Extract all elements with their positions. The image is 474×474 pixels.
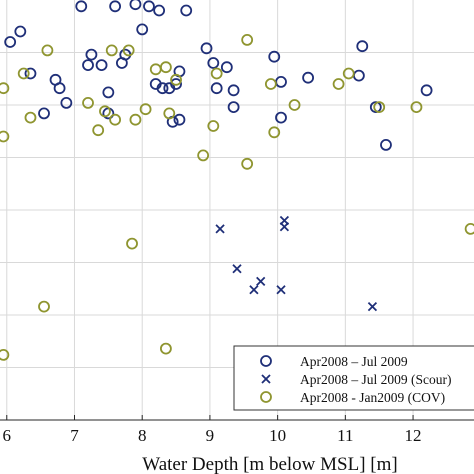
scatter-point-circle-series-3 bbox=[17, 67, 30, 80]
scatter-point-circle-series-1 bbox=[170, 78, 182, 90]
scatter-point-circle-series-3 bbox=[159, 61, 172, 74]
scatter-point-circle-series-3 bbox=[464, 223, 474, 235]
x-axis-ticks: 6 7 8 9 10 11 12 bbox=[3, 415, 422, 445]
x-tick-label: 7 bbox=[70, 426, 79, 445]
x-tick-label: 10 bbox=[269, 426, 286, 445]
scatter-point-circle-series-1 bbox=[227, 84, 240, 97]
scatter-point-circle-series-3 bbox=[264, 78, 277, 90]
scatter-point-circle-series-1 bbox=[82, 59, 94, 71]
scatter-point-x-series-2 bbox=[367, 301, 378, 312]
scatter-point-circle-series-3 bbox=[241, 157, 254, 170]
scatter-point-circle-series-1 bbox=[156, 82, 169, 95]
scatter-point-x-series-2 bbox=[215, 224, 225, 234]
scatter-point-circle-series-3 bbox=[41, 44, 54, 57]
legend-label-series-3: Apr2008 - Jan2009 (COV) bbox=[300, 390, 445, 405]
legend-item-series-3: Apr2008 - Jan2009 (COV) bbox=[260, 390, 445, 405]
scatter-point-x-series-2 bbox=[232, 264, 242, 274]
legend-marker-circle-olive bbox=[260, 391, 272, 403]
scatter-point-circle-series-1 bbox=[227, 101, 240, 113]
scatter-point-circle-series-1 bbox=[207, 57, 220, 69]
legend-item-series-1: Apr2008 – Jul 2009 bbox=[260, 354, 408, 369]
scatter-point-circle-series-1 bbox=[95, 59, 108, 71]
scatter-point-circle-series-3 bbox=[38, 300, 50, 313]
scatter-point-circle-series-3 bbox=[410, 101, 423, 113]
scatter-point-circle-series-3 bbox=[82, 97, 94, 109]
scatter-point-circle-series-1 bbox=[136, 23, 149, 36]
scatter-point-circle-series-3 bbox=[207, 120, 220, 132]
scatter-point-circle-series-1 bbox=[200, 42, 213, 55]
scatter-point-circle-series-1 bbox=[14, 25, 27, 38]
x-tick-label: 9 bbox=[206, 426, 215, 445]
scatter-point-circle-series-3 bbox=[170, 73, 182, 86]
scatter-point-circle-series-3 bbox=[24, 111, 37, 124]
scatter-point-x-series-2 bbox=[249, 285, 259, 295]
x-tick-label: 8 bbox=[138, 426, 147, 445]
scatter-point-circle-series-3 bbox=[163, 107, 176, 120]
x-tick-label: 12 bbox=[405, 426, 422, 445]
scatter-point-x-series-2 bbox=[276, 285, 286, 295]
scatter-point-circle-series-1 bbox=[180, 4, 193, 17]
x-tick-label: 11 bbox=[337, 426, 353, 445]
scatter-point-circle-series-3 bbox=[0, 130, 10, 143]
scatter-point-circle-series-1 bbox=[380, 138, 392, 151]
scatter-point-circle-series-3 bbox=[99, 105, 111, 118]
scatter-point-circle-series-1 bbox=[275, 111, 287, 124]
scatter-point-circle-series-3 bbox=[373, 101, 386, 113]
scatter-point-circle-series-1 bbox=[60, 97, 73, 109]
scatter-point-circle-series-3 bbox=[210, 67, 223, 80]
legend-marker-circle-navy bbox=[260, 355, 272, 367]
scatter-point-x-series-2 bbox=[279, 222, 290, 232]
scatter-point-circle-series-3 bbox=[288, 99, 301, 111]
scatter-point-circle-series-3 bbox=[0, 349, 10, 361]
legend-label-series-1: Apr2008 – Jul 2009 bbox=[300, 354, 408, 369]
data-points bbox=[0, 0, 474, 361]
scatter-point-circle-series-1 bbox=[109, 0, 122, 13]
scatter-point-circle-series-1 bbox=[24, 67, 37, 80]
scatter-point-circle-series-3 bbox=[268, 126, 281, 139]
scatter-point-circle-series-1 bbox=[153, 4, 166, 17]
scatter-point-circle-series-3 bbox=[332, 78, 345, 90]
legend-box bbox=[233, 345, 474, 411]
scatter-point-circle-series-3 bbox=[129, 113, 142, 126]
x-axis-label: Water Depth [m below MSL] [m] bbox=[142, 454, 397, 474]
scatter-point-circle-series-3 bbox=[105, 44, 118, 57]
scatter-point-circle-series-3 bbox=[109, 113, 122, 126]
scatter-point-circle-series-3 bbox=[197, 149, 210, 162]
scatter-point-circle-series-1 bbox=[38, 107, 50, 120]
legend-marker-x-navy bbox=[261, 374, 271, 384]
scatter-point-circle-series-1 bbox=[356, 40, 369, 53]
scatter-point-circle-series-1 bbox=[129, 0, 142, 11]
scatter-point-circle-series-3 bbox=[92, 124, 105, 137]
scatter-point-circle-series-3 bbox=[122, 44, 135, 57]
scatter-point-circle-series-3 bbox=[139, 103, 152, 116]
scatter-point-circle-series-1 bbox=[75, 0, 88, 13]
legend-label-series-2: Apr2008 – Jul 2009 (Scour) bbox=[300, 372, 452, 387]
scatter-point-circle-series-3 bbox=[241, 34, 254, 46]
scatter-point-circle-series-3 bbox=[126, 237, 138, 250]
scatter-point-circle-series-3 bbox=[0, 82, 10, 95]
scatter-point-circle-series-1 bbox=[220, 61, 233, 74]
legend-item-series-2: Apr2008 – Jul 2009 (Scour) bbox=[261, 372, 452, 387]
scatter-point-circle-series-1 bbox=[102, 86, 115, 99]
scatter-point-circle-series-1 bbox=[268, 50, 281, 63]
x-tick-label: 6 bbox=[3, 426, 12, 445]
scatter-point-circle-series-3 bbox=[159, 342, 172, 355]
scatter-point-circle-series-1 bbox=[85, 48, 98, 61]
legend: Apr2008 – Jul 2009 Apr2008 – Jul 2009 (S… bbox=[233, 345, 474, 411]
scatter-point-circle-series-1 bbox=[420, 84, 433, 97]
scatter-point-circle-series-3 bbox=[342, 67, 355, 80]
scatter-point-circle-series-1 bbox=[53, 82, 66, 95]
scatter-point-circle-series-1 bbox=[4, 36, 17, 48]
scatter-point-circle-series-1 bbox=[210, 82, 223, 95]
scatter-point-x-series-2 bbox=[256, 276, 266, 287]
scatter-point-circle-series-1 bbox=[173, 113, 186, 126]
scatter-point-circle-series-1 bbox=[369, 101, 382, 113]
scatter-point-circle-series-1 bbox=[143, 0, 155, 13]
scatter-point-circle-series-1 bbox=[302, 71, 315, 84]
